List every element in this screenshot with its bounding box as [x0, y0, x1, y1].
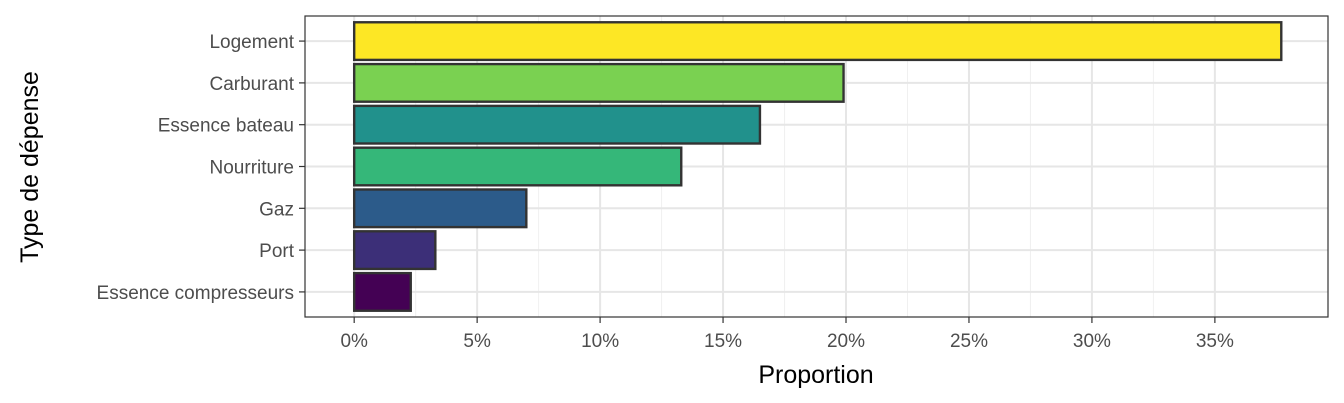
bar-nourriture [352, 146, 683, 187]
y-tick-label: Gaz [259, 199, 294, 220]
bar-essence-bateau [352, 104, 762, 145]
y-tick-label: Port [259, 241, 295, 262]
x-tick-label: 20% [827, 331, 865, 352]
bar-logement [352, 21, 1283, 62]
x-tick-label: 0% [340, 331, 368, 352]
y-tick-label: Essence bateau [158, 116, 294, 137]
x-tick-label: 10% [581, 331, 619, 352]
y-tick-label: Logement [209, 32, 294, 53]
bars [352, 21, 1283, 312]
y-tick-label: Essence compresseurs [97, 283, 294, 304]
y-tick-label: Carburant [210, 74, 295, 95]
x-tick-label: 35% [1196, 331, 1234, 352]
y-axis: Logement Carburant Essence bateau Nourritur… [97, 32, 305, 304]
x-tick-label: 30% [1073, 331, 1111, 352]
bar-essence-compresseurs [352, 271, 412, 312]
bar-gaz [352, 188, 528, 229]
bar-carburant [352, 62, 845, 103]
x-axis-title: Proportion [758, 361, 873, 389]
y-axis-title: Type de dépense [16, 71, 44, 263]
bar-port [352, 230, 437, 271]
x-tick-label: 25% [950, 331, 988, 352]
x-axis: 0% 5% 10% 15% 20% 25% 30% 35% [340, 317, 1234, 352]
y-tick-label: Nourriture [210, 158, 294, 179]
x-tick-label: 15% [704, 331, 742, 352]
x-tick-label: 5% [463, 331, 491, 352]
